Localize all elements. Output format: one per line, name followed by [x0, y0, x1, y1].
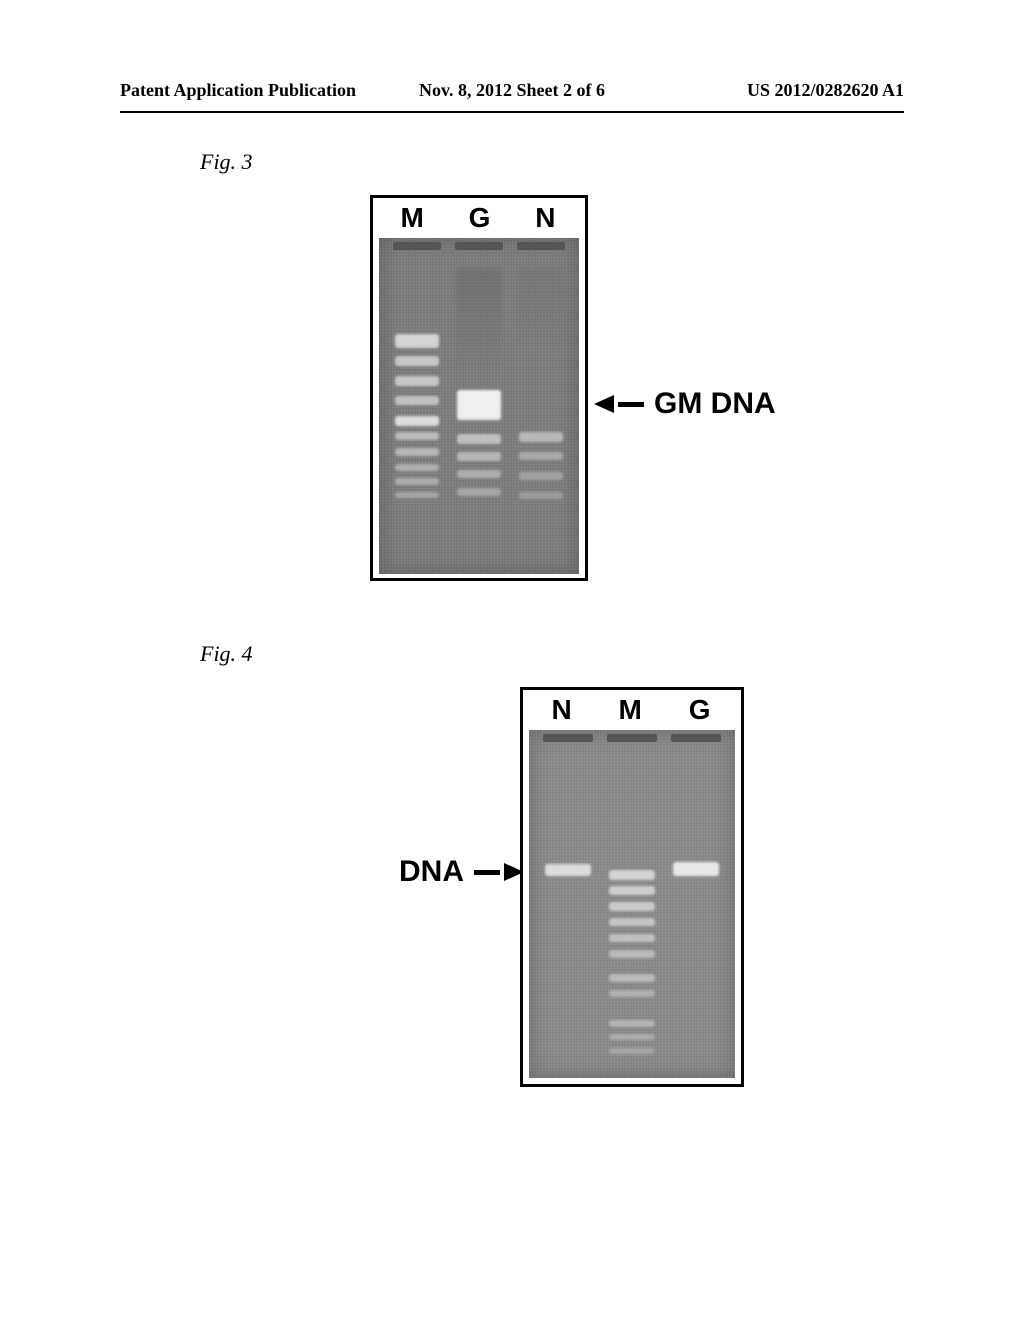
page-header: Patent Application Publication Nov. 8, 2… [120, 80, 904, 107]
band [395, 396, 439, 405]
band [457, 434, 501, 444]
band [673, 862, 719, 876]
band [457, 390, 501, 420]
lane-label: G [469, 202, 493, 234]
fig4-block: DNA N M G [120, 677, 904, 1117]
lane-label: N [535, 202, 557, 234]
lane-label: G [689, 694, 713, 726]
band [395, 356, 439, 366]
header-left: Patent Application Publication [120, 80, 381, 101]
arrow-shaft [474, 870, 500, 875]
smear [456, 268, 502, 378]
well [671, 734, 721, 742]
gel-lane-G [669, 730, 723, 1078]
band [395, 376, 439, 386]
well [607, 734, 657, 742]
fig4-arrow-label: DNA [120, 855, 524, 889]
well [455, 242, 503, 250]
fig3-label: Fig. 3 [200, 149, 904, 175]
fig3-arrow-label: GM DNA [594, 387, 776, 421]
band [609, 990, 655, 997]
band [609, 870, 655, 880]
band [545, 864, 591, 876]
band [457, 470, 501, 478]
band [395, 334, 439, 348]
band [395, 492, 439, 498]
fig3-block: M G N GM DNA [120, 185, 904, 605]
fig3-arrow-text: GM DNA [654, 387, 776, 421]
well [543, 734, 593, 742]
gel-lane-M [605, 730, 659, 1078]
lane-label: N [551, 694, 573, 726]
band [519, 492, 563, 499]
band [609, 974, 655, 982]
band [395, 478, 439, 485]
header-mid: Nov. 8, 2012 Sheet 2 of 6 [381, 80, 642, 101]
smear [518, 268, 564, 348]
page: Patent Application Publication Nov. 8, 2… [0, 0, 1024, 1320]
band [457, 488, 501, 496]
band [519, 432, 563, 442]
fig4-arrow-text: DNA [399, 855, 464, 889]
fig4-lane-labels: NMG [523, 690, 741, 726]
lane-label: M [400, 202, 425, 234]
band [519, 452, 563, 460]
band [395, 448, 439, 456]
well [517, 242, 565, 250]
band [395, 416, 439, 426]
well [393, 242, 441, 250]
band [609, 886, 655, 895]
fig3-gel-frame: MGN [370, 195, 588, 581]
fig4-label: Fig. 4 [200, 641, 904, 667]
band [609, 902, 655, 911]
gel-lane-N [515, 238, 567, 574]
fig4-gel-body [529, 730, 735, 1078]
band [609, 1048, 655, 1054]
fig3-gel-body [379, 238, 579, 574]
header-rule [120, 111, 904, 113]
gel-lane-N [541, 730, 595, 1078]
gel-lane-G [453, 238, 505, 574]
band [519, 472, 563, 480]
lane-label: M [619, 694, 644, 726]
band [609, 1034, 655, 1040]
band [609, 950, 655, 958]
band [609, 934, 655, 942]
fig4-gel-frame: NMG [520, 687, 744, 1087]
band [457, 452, 501, 461]
header-right: US 2012/0282620 A1 [643, 80, 904, 101]
arrow-shaft [618, 402, 644, 407]
fig3-lane-labels: MGN [373, 198, 585, 234]
band [395, 464, 439, 471]
gel-lane-M [391, 238, 443, 574]
band [395, 432, 439, 440]
band [609, 918, 655, 926]
band [609, 1020, 655, 1027]
